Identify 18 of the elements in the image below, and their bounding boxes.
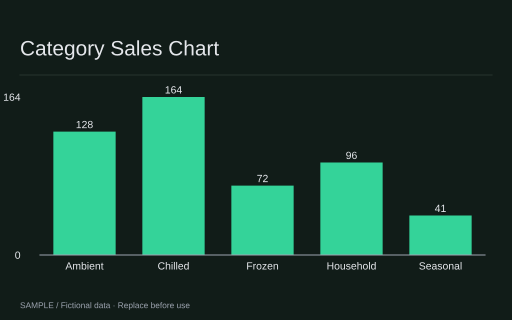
x-tick-label: Chilled — [158, 262, 189, 270]
x-tick-label: Ambient — [65, 262, 104, 270]
bar — [320, 162, 383, 255]
data-label: 128 — [76, 120, 93, 128]
x-tick-label: Frozen — [247, 262, 278, 270]
bar — [231, 186, 294, 255]
x-tick-label: Household — [327, 262, 376, 270]
bar — [142, 97, 205, 255]
bar — [409, 216, 472, 255]
text: SAMPLE / Fictional data · Replace before use — [20, 302, 190, 310]
data-label: 72 — [257, 174, 268, 182]
data-label: 41 — [434, 204, 446, 212]
bar — [53, 132, 116, 255]
data-label: 164 — [166, 86, 182, 94]
y-tick-label: 0 — [15, 252, 20, 259]
chart-title: Category Sales Chart — [21, 40, 220, 60]
x-tick-label: Seasonal — [419, 262, 462, 270]
data-label: 96 — [346, 152, 357, 160]
